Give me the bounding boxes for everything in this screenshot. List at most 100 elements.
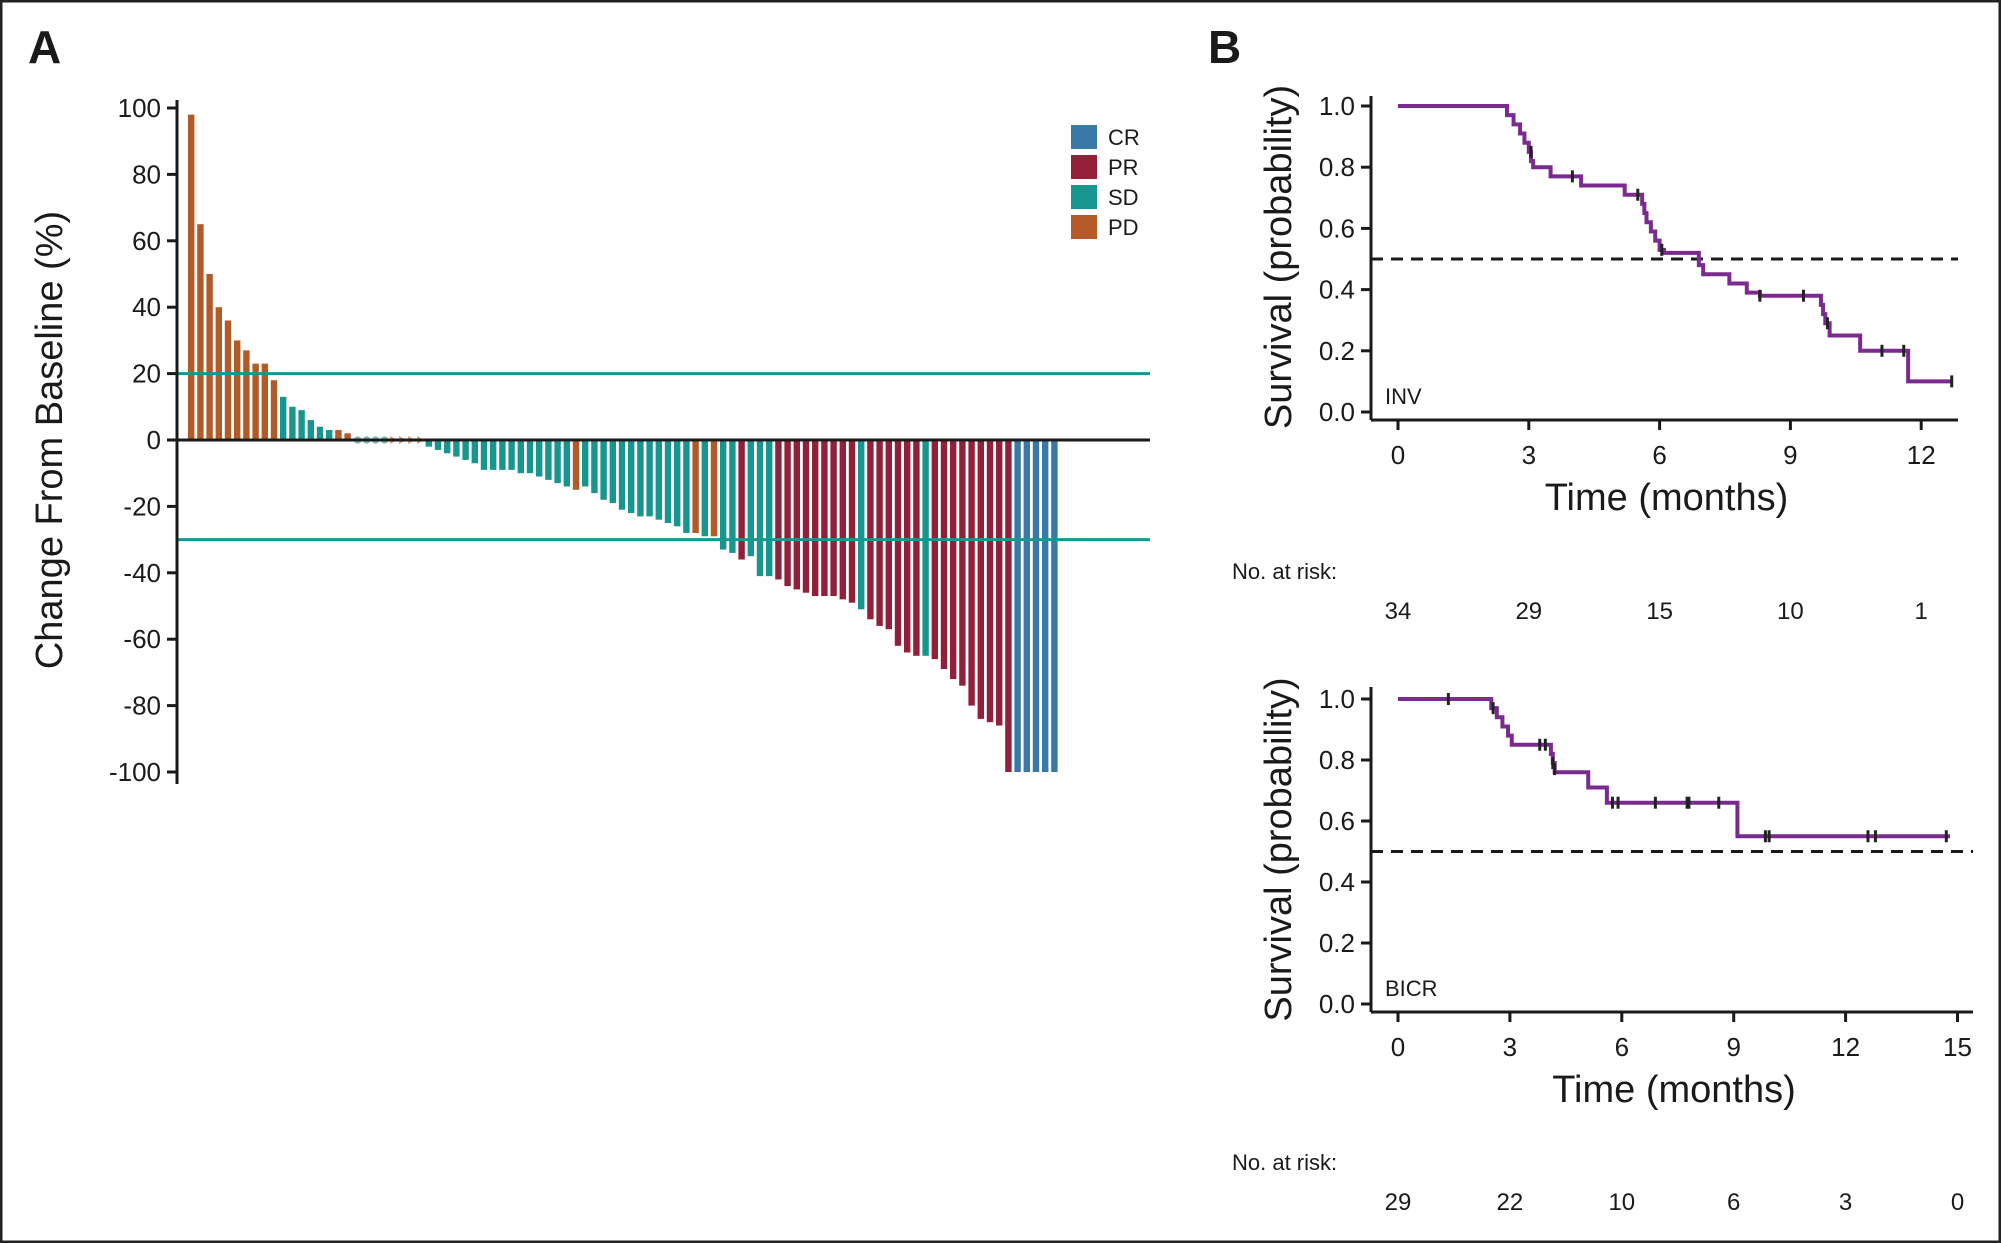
waterfall-bar-sd <box>434 440 442 450</box>
waterfall-bar-sd <box>307 420 314 440</box>
km-x-tick-label: 6 <box>1615 1032 1629 1062</box>
km-y-tick-label: 0.2 <box>1319 928 1355 958</box>
waterfall-bar-sd <box>289 406 296 440</box>
legend-label-sd: SD <box>1108 185 1139 210</box>
waterfall-y-tick-label: -80 <box>123 691 161 721</box>
waterfall-bar-sd <box>600 440 607 500</box>
waterfall-bar-sd <box>858 440 865 610</box>
waterfall-bar-sd <box>563 440 570 487</box>
panel-a-letter: A <box>28 21 61 73</box>
waterfall-bar-pr <box>940 440 948 670</box>
waterfall-bar-sd <box>720 440 727 550</box>
legend-label-cr: CR <box>1108 125 1140 150</box>
waterfall-y-tick-label: 0 <box>147 425 161 455</box>
risk-value: 0 <box>1951 1189 1964 1216</box>
risk-value: 15 <box>1646 598 1673 625</box>
waterfall-bar-pr <box>968 440 975 706</box>
waterfall-bar-sd <box>326 430 333 440</box>
risk-value: 6 <box>1727 1189 1740 1216</box>
waterfall-bar-sd <box>453 440 460 457</box>
risk-value: 29 <box>1515 598 1542 625</box>
waterfall-bar-sd <box>425 440 432 447</box>
legend-label-pd: PD <box>1108 215 1139 240</box>
km-y-tick-label: 0.0 <box>1319 397 1355 427</box>
waterfall-bar-pr <box>876 440 883 626</box>
panel-b-survival: B Survival (probability) Time (months) 0.0… <box>1208 21 1973 1216</box>
waterfall-bar-pd <box>243 350 250 440</box>
waterfall-bar-sd <box>517 440 524 474</box>
waterfall-bar-sd <box>683 440 690 533</box>
panel-b-letter: B <box>1208 21 1241 73</box>
km-y-tick-label: 1.0 <box>1319 684 1355 714</box>
km-y-tick-label: 0.6 <box>1319 213 1355 243</box>
waterfall-bar-pd <box>252 363 259 440</box>
km-x-tick-label: 12 <box>1831 1032 1860 1062</box>
waterfall-bar-pd <box>197 224 204 440</box>
waterfall-bar-pr <box>775 440 782 580</box>
waterfall-bar-pr <box>931 440 938 660</box>
waterfall-bar-pr <box>793 440 800 590</box>
km-y-axis-title: Survival (probability) <box>1258 85 1300 429</box>
km-x-tick-label: 6 <box>1652 440 1666 470</box>
legend-swatch-cr <box>1071 125 1097 149</box>
waterfall-bar-pr <box>738 440 745 560</box>
waterfall-bar-sd <box>747 440 754 557</box>
waterfall-y-tick-label: 20 <box>132 359 161 389</box>
waterfall-bar-sd <box>637 440 644 517</box>
waterfall-bar-sd <box>499 440 506 470</box>
waterfall-bar-pr <box>812 440 819 597</box>
legend-label-pr: PR <box>1108 155 1139 180</box>
risk-value: 3 <box>1839 1189 1852 1216</box>
waterfall-bar-pr <box>894 440 902 646</box>
waterfall-bar-pr <box>977 440 984 719</box>
waterfall-bar-pr <box>996 440 1003 726</box>
waterfall-bar-sd <box>646 440 653 517</box>
risk-value: 1 <box>1915 598 1928 625</box>
km-x-tick-label: 0 <box>1391 1032 1405 1062</box>
waterfall-bar-pd <box>710 440 718 537</box>
km-x-tick-label: 15 <box>1943 1032 1972 1062</box>
km-y-tick-label: 0.6 <box>1319 806 1355 836</box>
km-plot-bicr: Survival (probability) Time (months) 0.0 0.… <box>1232 677 1973 1216</box>
legend-swatch-pd <box>1071 215 1097 239</box>
waterfall-y-tick-label: 80 <box>132 159 161 189</box>
waterfall-bar-pr <box>950 440 957 680</box>
km-y-tick-label: 0.2 <box>1319 336 1355 366</box>
km-x-tick-label: 0 <box>1391 440 1405 470</box>
waterfall-bar-sd <box>490 440 497 470</box>
waterfall-bar-pr <box>1005 440 1012 772</box>
waterfall-bar-sd <box>655 440 662 520</box>
waterfall-bar-sd <box>508 440 515 470</box>
waterfall-bar-sd <box>674 440 681 527</box>
waterfall-bar-sd <box>664 440 672 523</box>
waterfall-y-tick-label: -60 <box>123 624 161 654</box>
km-y-tick-label: 0.4 <box>1319 867 1355 897</box>
waterfall-bar-sd <box>444 440 451 454</box>
km-y-tick-label: 0.4 <box>1319 275 1355 305</box>
waterfall-bar-pd <box>234 340 241 440</box>
risk-table-title: No. at risk: <box>1232 1150 1337 1175</box>
km-y-tick-label: 1.0 <box>1319 91 1355 121</box>
waterfall-bar-sd <box>480 440 488 470</box>
waterfall-bar-sd <box>280 396 287 440</box>
waterfall-bar-pr <box>839 440 846 600</box>
km-x-axis-title: Time (months) <box>1545 477 1789 519</box>
km-x-tick-label: 9 <box>1783 440 1797 470</box>
waterfall-bar-cr <box>1051 440 1058 772</box>
waterfall-bar-pd <box>224 320 232 440</box>
waterfall-bar-pr <box>802 440 810 593</box>
waterfall-bar-pr <box>784 440 791 587</box>
waterfall-y-axis-title: Change From Baseline (%) <box>29 211 71 669</box>
waterfall-y-ticks: 100 80 60 40 20 0 -20 -40 -60 -80 -100 <box>109 93 177 787</box>
waterfall-axes <box>175 100 1150 784</box>
waterfall-bar-sd <box>701 440 708 537</box>
waterfall-bar-pr <box>904 440 911 653</box>
waterfall-bars <box>188 114 1058 772</box>
legend-swatch-sd <box>1071 185 1097 209</box>
km-x-tick-label: 3 <box>1503 1032 1517 1062</box>
waterfall-bar-sd <box>545 440 552 480</box>
waterfall-bar-sd <box>922 440 929 656</box>
km-x-tick-label: 3 <box>1522 440 1536 470</box>
waterfall-y-tick-label: -20 <box>123 491 161 521</box>
waterfall-bar-sd <box>298 410 305 440</box>
